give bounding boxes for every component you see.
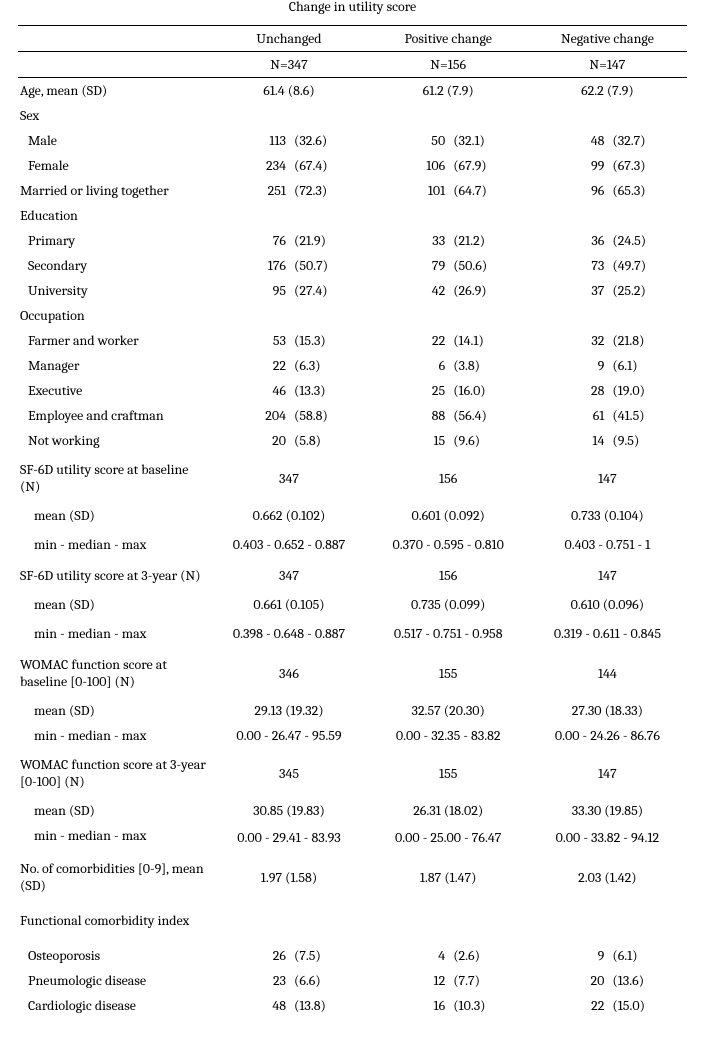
occupation-label: Occupation (18, 303, 209, 328)
row-sex: Sex (18, 103, 687, 128)
row-sf6d-base-mean: mean (SD) 0.662 (0.102) 0.601 (0.092) 0.… (18, 503, 687, 528)
row-notworking: Not working 20 (5.8) 15 (9.6) 14 (9.5) (18, 428, 687, 453)
sf6d-3y-label: SF-6D utility score at 3-year (N) (18, 561, 209, 590)
header-row-n: N=347 N=156 N=147 (18, 52, 687, 78)
female-n-n: 99 (528, 153, 609, 178)
row-sf6d-3y-mmm: min - median - max 0.398 - 0.648 - 0.887… (18, 619, 687, 648)
sf6d-base-u: 347 (209, 453, 368, 503)
row-sf6d-base-mmm: min - median - max 0.403 - 0.652 - 0.887… (18, 528, 687, 561)
table-caption: Change in utility score (18, 0, 687, 21)
row-employee: Employee and craftman 204 (58.8) 88 (56.… (18, 403, 687, 428)
row-sf6d-base: SF-6D utility score at baseline (N) 347 … (18, 453, 687, 503)
married-u-n: 251 (209, 178, 290, 203)
row-sf6d-3y: SF-6D utility score at 3-year (N) 347 15… (18, 561, 687, 590)
male-p-n: 50 (369, 128, 450, 153)
row-womac-3y: WOMAC function score at 3-year [0-100] (… (18, 748, 687, 798)
row-primary: Primary 76 (21.9) 33 (21.2) 36 (24.5) (18, 228, 687, 253)
womac-3y-label: WOMAC function score at 3-year [0-100] (… (18, 748, 209, 798)
col-positive-n: N=156 (369, 52, 528, 78)
farmer-label: Farmer and worker (18, 328, 209, 353)
fci-label: Functional comorbidity index (18, 902, 209, 943)
married-n-n: 96 (528, 178, 609, 203)
comorb-label: No. of comorbidities [0-9], mean (SD) (18, 852, 209, 902)
married-u-p: (72.3) (290, 178, 369, 203)
womac-base-label: WOMAC function score at baseline [0-100]… (18, 648, 209, 698)
header-row-labels: Unchanged Positive change Negative chang… (18, 26, 687, 52)
row-secondary: Secondary 176 (50.7) 79 (50.6) 73 (49.7) (18, 253, 687, 278)
row-female: Female 234 (67.4) 106 (67.9) 99 (67.3) (18, 153, 687, 178)
sf6d-base-n: 147 (528, 453, 687, 503)
male-n-p: (32.7) (608, 128, 687, 153)
col-positive-label: Positive change (369, 26, 528, 52)
sf6d-base-mmm-label: min - median - max (18, 528, 209, 561)
cardio-label: Cardiologic disease (18, 993, 209, 1018)
male-p-p: (32.1) (449, 128, 528, 153)
col-unchanged-n: N=347 (209, 52, 368, 78)
col-negative-label: Negative change (528, 26, 687, 52)
male-label: Male (18, 128, 209, 153)
row-executive: Executive 46 (13.3) 25 (16.0) 28 (19.0) (18, 378, 687, 403)
female-u-p: (67.4) (290, 153, 369, 178)
secondary-label: Secondary (18, 253, 209, 278)
data-table: Unchanged Positive change Negative chang… (18, 25, 687, 1018)
sf6d-3y-mean-label: mean (SD) (18, 590, 209, 619)
sf6d-base-mean-label: mean (SD) (18, 503, 209, 528)
age-label: Age, mean (SD) (18, 78, 209, 104)
womac-3y-mean-label: mean (SD) (18, 798, 209, 823)
row-womac-base-mmm: min - median - max 0.00 - 26.47 - 95.59 … (18, 723, 687, 748)
col-unchanged-label: Unchanged (209, 26, 368, 52)
male-u-n: 113 (209, 128, 290, 153)
womac-3y-mmm-label: min - median - max (18, 823, 209, 852)
row-sf6d-3y-mean: mean (SD) 0.661 (0.105) 0.735 (0.099) 0.… (18, 590, 687, 619)
sf6d-base-label: SF-6D utility score at baseline (N) (18, 453, 209, 503)
age-negative: 62.2 (7.9) (528, 78, 687, 104)
row-married: Married or living together 251 (72.3) 10… (18, 178, 687, 203)
row-male: Male 113 (32.6) 50 (32.1) 48 (32.7) (18, 128, 687, 153)
page: Change in utility score Unchanged Positi… (0, 0, 705, 1038)
manager-label: Manager (18, 353, 209, 378)
row-fci: Functional comorbidity index (18, 902, 687, 943)
female-p-p: (67.9) (449, 153, 528, 178)
row-womac-base-mean: mean (SD) 29.13 (19.32) 32.57 (20.30) 27… (18, 698, 687, 723)
employee-label: Employee and craftman (18, 403, 209, 428)
osteo-label: Osteoporosis (18, 943, 209, 968)
row-manager: Manager 22 (6.3) 6 (3.8) 9 (6.1) (18, 353, 687, 378)
male-n-n: 48 (528, 128, 609, 153)
male-u-p: (32.6) (290, 128, 369, 153)
row-cardio: Cardiologic disease 48 (13.8) 16 (10.3) … (18, 993, 687, 1018)
age-unchanged: 61.4 (8.6) (209, 78, 368, 104)
female-p-n: 106 (369, 153, 450, 178)
womac-base-mmm-label: min - median - max (18, 723, 209, 748)
row-womac-3y-mean: mean (SD) 30.85 (19.83) 26.31 (18.02) 33… (18, 798, 687, 823)
education-label: Education (18, 203, 209, 228)
sex-label: Sex (18, 103, 209, 128)
married-p-p: (64.7) (449, 178, 528, 203)
married-n-p: (65.3) (608, 178, 687, 203)
row-age: Age, mean (SD) 61.4 (8.6) 61.2 (7.9) 62.… (18, 78, 687, 104)
row-farmer: Farmer and worker 53 (15.3) 22 (14.1) 32… (18, 328, 687, 353)
row-university: University 95 (27.4) 42 (26.9) 37 (25.2) (18, 278, 687, 303)
primary-label: Primary (18, 228, 209, 253)
female-n-p: (67.3) (608, 153, 687, 178)
womac-base-mean-label: mean (SD) (18, 698, 209, 723)
female-u-n: 234 (209, 153, 290, 178)
row-comorb: No. of comorbidities [0-9], mean (SD) 1.… (18, 852, 687, 902)
female-label: Female (18, 153, 209, 178)
col-negative-n: N=147 (528, 52, 687, 78)
sf6d-base-p: 156 (369, 453, 528, 503)
university-label: University (18, 278, 209, 303)
row-womac-base: WOMAC function score at baseline [0-100]… (18, 648, 687, 698)
notworking-label: Not working (18, 428, 209, 453)
age-positive: 61.2 (7.9) (369, 78, 528, 104)
married-p-n: 101 (369, 178, 450, 203)
married-label: Married or living together (18, 178, 209, 203)
row-womac-3y-mmm: min - median - max 0.00 - 29.41 - 83.93 … (18, 823, 687, 852)
executive-label: Executive (18, 378, 209, 403)
row-education: Education (18, 203, 687, 228)
sf6d-3y-mmm-label: min - median - max (18, 619, 209, 648)
row-osteo: Osteoporosis 26 (7.5) 4 (2.6) 9 (6.1) (18, 943, 687, 968)
row-occupation: Occupation (18, 303, 687, 328)
